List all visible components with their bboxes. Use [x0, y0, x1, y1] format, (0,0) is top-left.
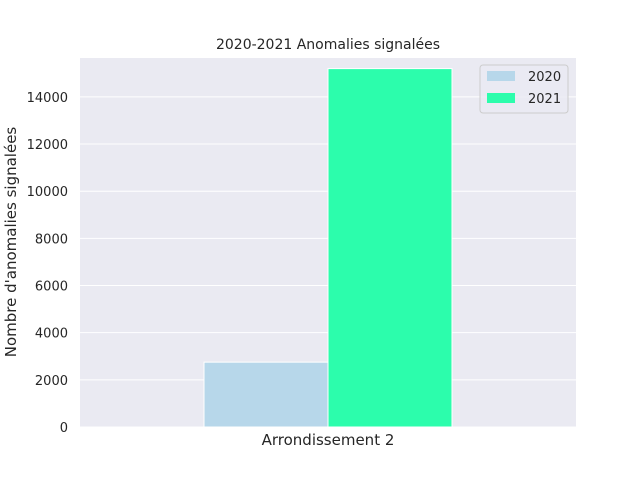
x-category-label: Arrondissement 2 [262, 431, 395, 449]
legend-label-2020: 2020 [528, 70, 561, 85]
y-axis-label: Nombre d'anomalies signalées [2, 127, 20, 358]
chart-title: 2020-2021 Anomalies signalées [216, 37, 440, 53]
y-tick-label: 4000 [35, 327, 68, 342]
legend-swatch-2021 [487, 93, 515, 103]
legend-swatch-2020 [487, 71, 515, 81]
y-tick-label: 10000 [27, 185, 68, 200]
y-tick-label: 14000 [27, 91, 68, 106]
y-tick-label: 0 [60, 421, 68, 436]
legend-label-2021: 2021 [528, 92, 561, 107]
y-tick-label: 2000 [35, 374, 68, 389]
y-tick-label: 12000 [27, 138, 68, 153]
bars [203, 68, 453, 428]
y-axis-ticks: 0 2000 4000 6000 8000 10000 12000 14000 [27, 91, 68, 436]
y-tick-label: 8000 [35, 232, 68, 247]
legend: 2020 2021 [479, 64, 569, 114]
y-tick-label: 6000 [35, 280, 68, 295]
bar-2020 [203, 361, 329, 428]
bar-2021 [327, 68, 453, 428]
